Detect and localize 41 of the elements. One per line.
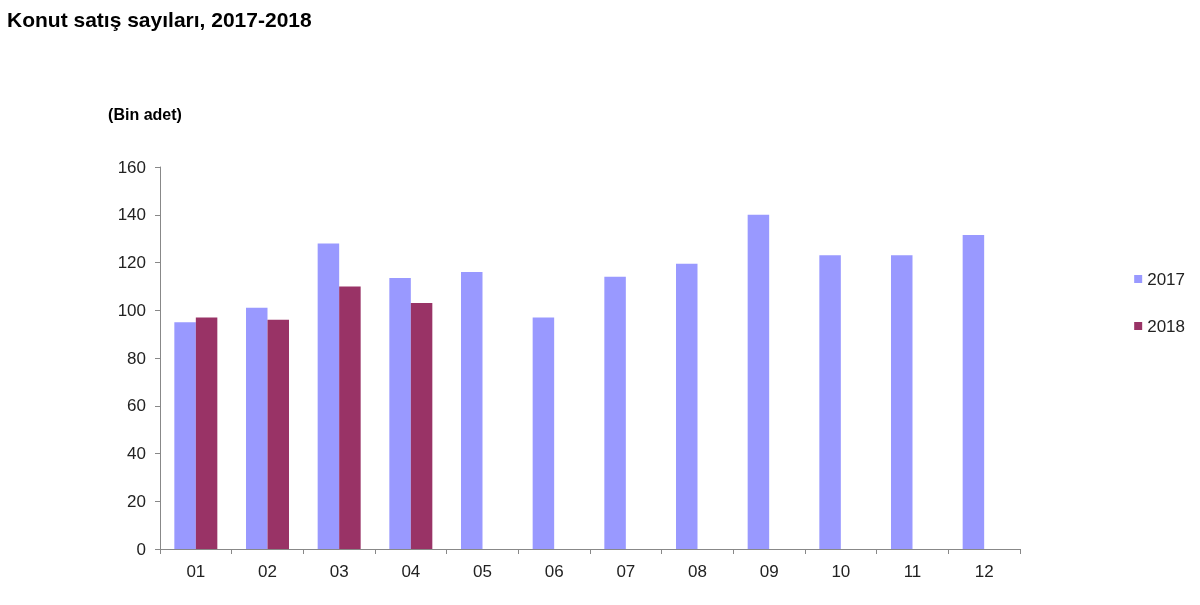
bar (676, 263, 698, 549)
bar (195, 317, 218, 549)
bar (461, 272, 483, 549)
bar (267, 319, 289, 549)
bar (410, 303, 433, 549)
x-tick-label: 02 (258, 562, 277, 581)
bar (604, 276, 626, 549)
bar (962, 235, 985, 549)
y-tick-label: 140 (117, 205, 146, 225)
y-tick-label: 60 (127, 396, 146, 416)
y-tick-label: 100 (117, 300, 146, 320)
bar (532, 317, 555, 549)
y-tick-label: 0 (136, 539, 146, 559)
y-tick-label: 120 (117, 253, 146, 272)
x-tick-label: 03 (329, 562, 349, 581)
legend-label: 2018 (1147, 316, 1186, 336)
x-tick-label: 05 (473, 562, 492, 581)
bar (339, 286, 361, 549)
x-tick-label: 11 (903, 562, 922, 581)
bar (389, 278, 411, 549)
x-tick-label: 10 (831, 562, 851, 581)
bar (747, 214, 770, 549)
x-tick-label: 04 (401, 562, 421, 581)
x-tick-label: 01 (186, 562, 206, 581)
y-tick-label: 20 (127, 491, 146, 511)
y-tick-label: 40 (127, 444, 146, 463)
x-tick-label: 09 (759, 562, 779, 581)
chart-title: Konut satış sayıları, 2017-2018 (7, 8, 312, 31)
y-tick-label: 160 (117, 157, 146, 177)
x-tick-label: 06 (544, 562, 564, 581)
bar (246, 307, 268, 549)
bar (174, 322, 196, 549)
bar (891, 255, 913, 549)
legend-label: 2017 (1147, 269, 1186, 289)
x-tick-label: 08 (688, 562, 707, 581)
y-tick-label: 80 (127, 348, 146, 368)
x-tick-label: 07 (616, 562, 636, 581)
bar (819, 255, 841, 549)
bar (317, 243, 340, 549)
y-axis-title: (Bin adet) (108, 105, 182, 123)
x-tick-label: 12 (974, 562, 994, 581)
